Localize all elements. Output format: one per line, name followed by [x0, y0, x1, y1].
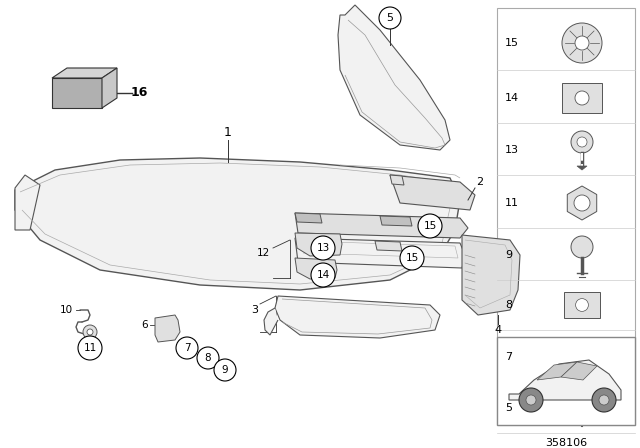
Text: 12: 12 — [257, 248, 270, 258]
Circle shape — [562, 23, 602, 63]
Polygon shape — [15, 158, 460, 290]
Text: 15: 15 — [405, 253, 419, 263]
Text: 11: 11 — [83, 343, 97, 353]
Text: 5: 5 — [505, 403, 512, 413]
Text: 15: 15 — [505, 38, 519, 48]
Polygon shape — [462, 235, 520, 315]
Circle shape — [571, 387, 593, 409]
Text: 6: 6 — [141, 320, 148, 330]
Polygon shape — [102, 68, 117, 108]
Polygon shape — [338, 5, 450, 150]
Circle shape — [574, 195, 590, 211]
Text: 9: 9 — [505, 250, 512, 260]
Text: 4: 4 — [495, 325, 502, 335]
Text: 13: 13 — [505, 145, 519, 155]
Text: 16: 16 — [131, 86, 148, 99]
Circle shape — [311, 263, 335, 287]
Polygon shape — [297, 238, 320, 248]
FancyBboxPatch shape — [564, 292, 600, 318]
Circle shape — [214, 359, 236, 381]
Polygon shape — [390, 175, 404, 185]
Polygon shape — [577, 166, 587, 170]
Polygon shape — [295, 258, 337, 279]
Polygon shape — [509, 360, 621, 400]
Circle shape — [575, 36, 589, 50]
Circle shape — [575, 91, 589, 105]
Polygon shape — [561, 362, 597, 380]
Text: 7: 7 — [505, 352, 512, 362]
Circle shape — [575, 299, 588, 311]
Polygon shape — [295, 213, 322, 223]
Circle shape — [311, 236, 335, 260]
Polygon shape — [155, 315, 180, 342]
Circle shape — [379, 7, 401, 29]
Polygon shape — [390, 175, 475, 210]
Circle shape — [526, 395, 536, 405]
Text: 14: 14 — [505, 93, 519, 103]
Text: 9: 9 — [221, 365, 228, 375]
FancyBboxPatch shape — [497, 8, 635, 425]
Polygon shape — [52, 68, 117, 78]
Polygon shape — [567, 340, 596, 374]
Circle shape — [176, 337, 198, 359]
Polygon shape — [380, 216, 412, 226]
Polygon shape — [537, 362, 577, 380]
Circle shape — [197, 347, 219, 369]
Polygon shape — [295, 213, 468, 238]
Circle shape — [599, 395, 609, 405]
Circle shape — [571, 236, 593, 258]
Circle shape — [573, 348, 591, 366]
Text: 8: 8 — [505, 300, 512, 310]
Polygon shape — [375, 241, 402, 251]
Text: 358106: 358106 — [545, 438, 587, 448]
Text: 8: 8 — [205, 353, 211, 363]
Circle shape — [592, 388, 616, 412]
Text: 2: 2 — [476, 177, 484, 187]
Circle shape — [78, 336, 102, 360]
Polygon shape — [264, 308, 278, 335]
Polygon shape — [52, 78, 102, 108]
Text: 11: 11 — [505, 198, 519, 208]
Polygon shape — [15, 175, 40, 230]
Text: 10: 10 — [60, 305, 73, 315]
Text: 1: 1 — [224, 126, 232, 139]
Polygon shape — [295, 233, 342, 256]
Circle shape — [83, 325, 97, 339]
FancyBboxPatch shape — [497, 337, 635, 425]
Polygon shape — [275, 296, 440, 338]
Circle shape — [577, 137, 587, 147]
Text: 14: 14 — [316, 270, 330, 280]
Text: 7: 7 — [184, 343, 190, 353]
Circle shape — [418, 214, 442, 238]
Text: 13: 13 — [316, 243, 330, 253]
FancyBboxPatch shape — [562, 83, 602, 113]
Circle shape — [571, 131, 593, 153]
Circle shape — [400, 246, 424, 270]
Circle shape — [87, 329, 93, 335]
Polygon shape — [295, 238, 465, 268]
Text: 3: 3 — [251, 305, 258, 315]
Polygon shape — [567, 186, 596, 220]
Text: 5: 5 — [387, 13, 394, 23]
Circle shape — [519, 388, 543, 412]
Text: 15: 15 — [424, 221, 436, 231]
